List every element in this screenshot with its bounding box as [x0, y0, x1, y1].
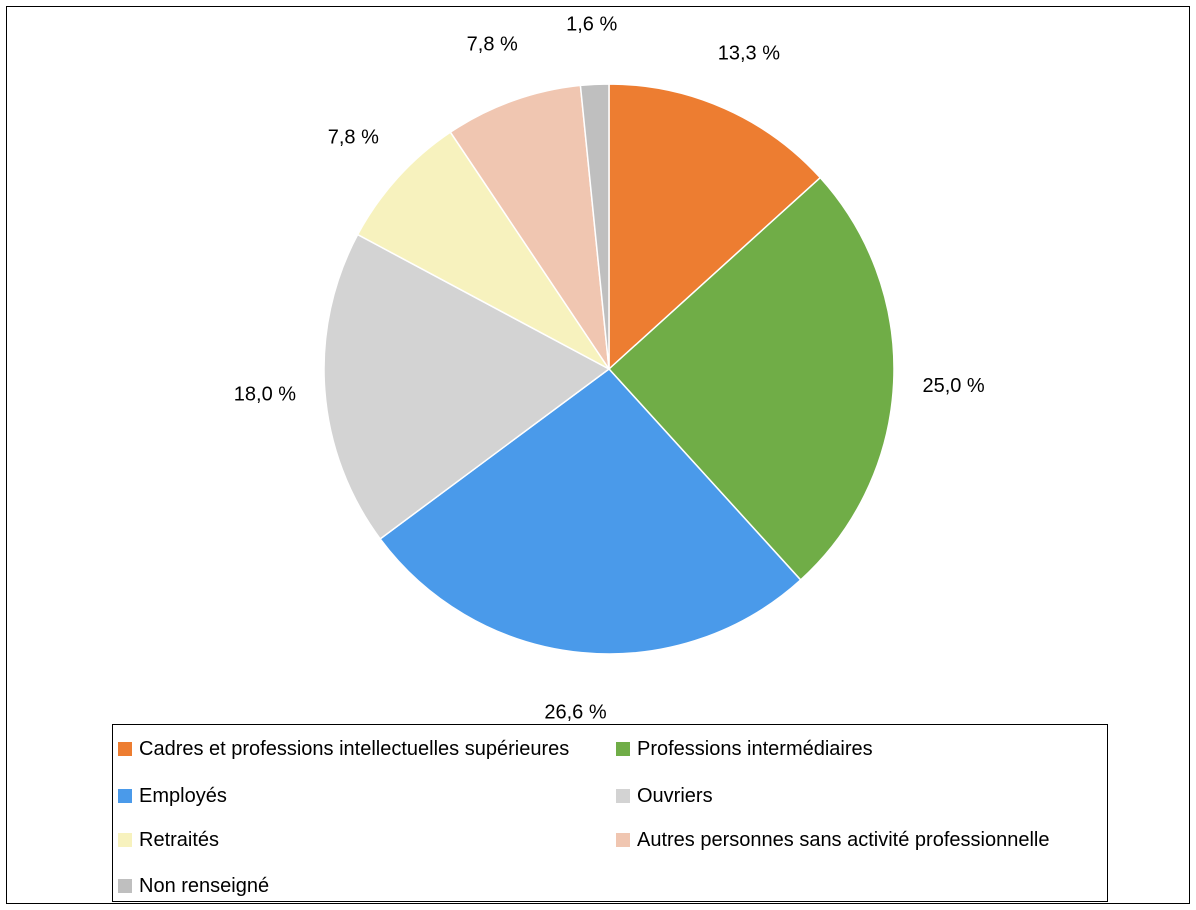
- legend-item-cadres: Cadres et professions intellectuelles su…: [118, 737, 569, 761]
- pie-slices: [323, 83, 895, 655]
- legend-label-retraites: Retraités: [139, 828, 220, 851]
- legend-label-cadres: Cadres et professions intellectuelles su…: [139, 737, 570, 760]
- data-label-ouvriers: 18,0 %: [234, 383, 296, 405]
- pie-slice-ouvriers: [323, 233, 611, 540]
- legend-swatch-employes: [118, 789, 132, 803]
- legend-item-autres-sans-activite: Autres personnes sans activité professio…: [616, 828, 1049, 852]
- legend: Cadres et professions intellectuelles su…: [112, 724, 1108, 902]
- legend-swatch-professions-intermediaires: [616, 742, 630, 756]
- legend-item-ouvriers: Ouvriers: [616, 784, 713, 808]
- pie-data-labels: 13,3 % 25,0 % 26,6 % 18,0 % 7,8 % 7,8 % 1,6 %: [234, 13, 985, 723]
- legend-swatch-retraites: [118, 833, 132, 847]
- legend-label-employes: Employés: [139, 784, 227, 807]
- legend-label-professions-intermediaires: Professions intermédiaires: [637, 737, 873, 760]
- legend-swatch-cadres: [118, 742, 132, 756]
- pie-slice-non-renseigne: [579, 83, 610, 370]
- data-label-professions-intermediaires: 25,0 %: [922, 375, 984, 397]
- legend-swatch-ouvriers: [616, 789, 630, 803]
- data-label-employes: 26,6 %: [544, 701, 606, 723]
- pie-slice-professions-intermediaires: [607, 176, 895, 581]
- data-label-non-renseigne: 1,6 %: [566, 13, 617, 35]
- legend-item-employes: Employés: [118, 784, 227, 808]
- data-label-autres-sans-activite: 7,8 %: [467, 33, 518, 55]
- pie-slice-retraites: [356, 131, 610, 370]
- pie-slice-employes: [379, 367, 802, 655]
- pie-slice-cadres: [608, 83, 822, 371]
- legend-item-retraites: Retraités: [118, 828, 219, 852]
- data-label-cadres: 13,3 %: [718, 43, 780, 65]
- legend-item-non-renseigne: Non renseigné: [118, 874, 269, 898]
- legend-swatch-non-renseigne: [118, 879, 132, 893]
- legend-label-ouvriers: Ouvriers: [637, 784, 713, 807]
- legend-item-professions-intermediaires: Professions intermédiaires: [616, 737, 873, 761]
- pie-slice-autres-sans-activite: [449, 84, 610, 370]
- data-label-retraites: 7,8 %: [328, 126, 379, 148]
- legend-swatch-autres-sans-activite: [616, 833, 630, 847]
- legend-label-autres-sans-activite: Autres personnes sans activité professio…: [637, 828, 1050, 851]
- legend-label-non-renseigne: Non renseigné: [139, 874, 270, 897]
